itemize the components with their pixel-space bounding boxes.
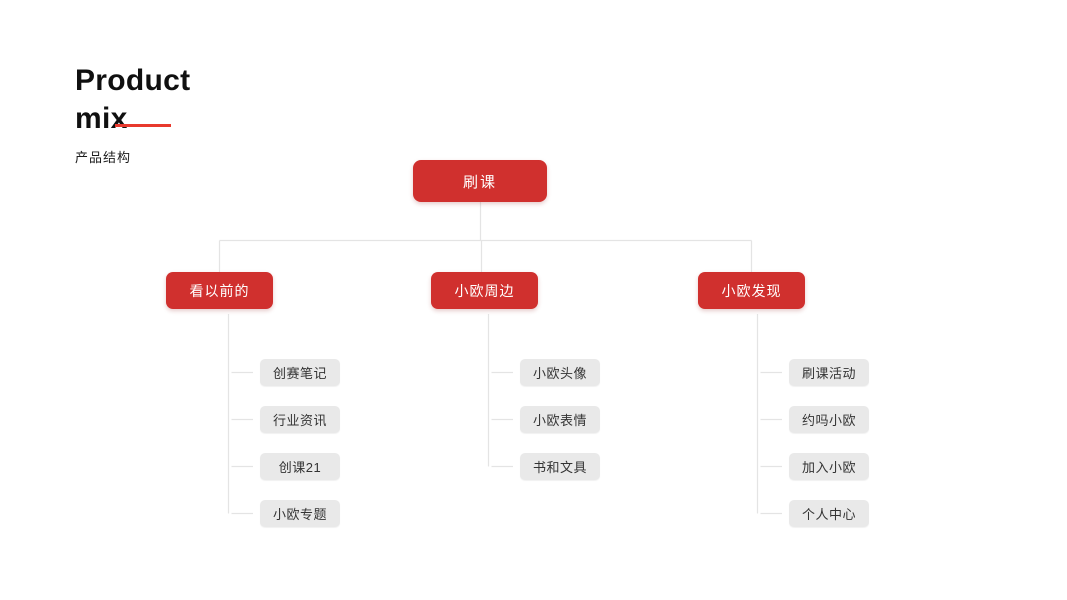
leaf-node-label: 刷课活动 bbox=[801, 366, 856, 381]
slide-subtitle: 产品结构 bbox=[75, 150, 132, 165]
leaf-node-2-2: 加入小欧 bbox=[789, 453, 869, 480]
leaf-node-label: 加入小欧 bbox=[801, 460, 856, 475]
leaf-node-1-1: 小欧表情 bbox=[520, 406, 600, 433]
leaf-node-label: 小欧表情 bbox=[532, 413, 587, 428]
branch-node-label: 小欧周边 bbox=[454, 282, 515, 299]
branch-node-label: 看以前的 bbox=[189, 282, 250, 299]
leaf-node-1-2: 书和文具 bbox=[520, 453, 600, 480]
title-accent-line bbox=[115, 124, 171, 127]
slide-title: Product mix bbox=[75, 64, 191, 135]
branch-node-1: 小欧周边 bbox=[431, 272, 538, 309]
leaf-node-label: 创赛笔记 bbox=[272, 366, 327, 381]
leaf-node-label: 个人中心 bbox=[801, 507, 856, 522]
tree-root-node: 刷课 bbox=[413, 160, 547, 202]
leaf-node-label: 小欧头像 bbox=[532, 366, 587, 381]
leaf-node-label: 创课21 bbox=[278, 460, 322, 475]
leaf-node-label: 约吗小欧 bbox=[801, 413, 856, 428]
leaf-node-2-3: 个人中心 bbox=[789, 500, 869, 527]
leaf-node-label: 行业资讯 bbox=[272, 413, 327, 428]
leaf-node-0-2: 创课21 bbox=[260, 453, 340, 480]
root-node-label: 刷课 bbox=[462, 173, 497, 191]
branch-node-0: 看以前的 bbox=[166, 272, 273, 309]
leaf-node-0-1: 行业资讯 bbox=[260, 406, 340, 433]
leaf-node-label: 书和文具 bbox=[532, 460, 587, 475]
branch-node-2: 小欧发现 bbox=[698, 272, 805, 309]
leaf-node-2-1: 约吗小欧 bbox=[789, 406, 869, 433]
leaf-node-label: 小欧专题 bbox=[272, 507, 327, 522]
leaf-node-2-0: 刷课活动 bbox=[789, 359, 869, 386]
leaf-node-1-0: 小欧头像 bbox=[520, 359, 600, 386]
leaf-node-0-3: 小欧专题 bbox=[260, 500, 340, 527]
leaf-node-0-0: 创赛笔记 bbox=[260, 359, 340, 386]
branch-node-label: 小欧发现 bbox=[721, 282, 782, 299]
